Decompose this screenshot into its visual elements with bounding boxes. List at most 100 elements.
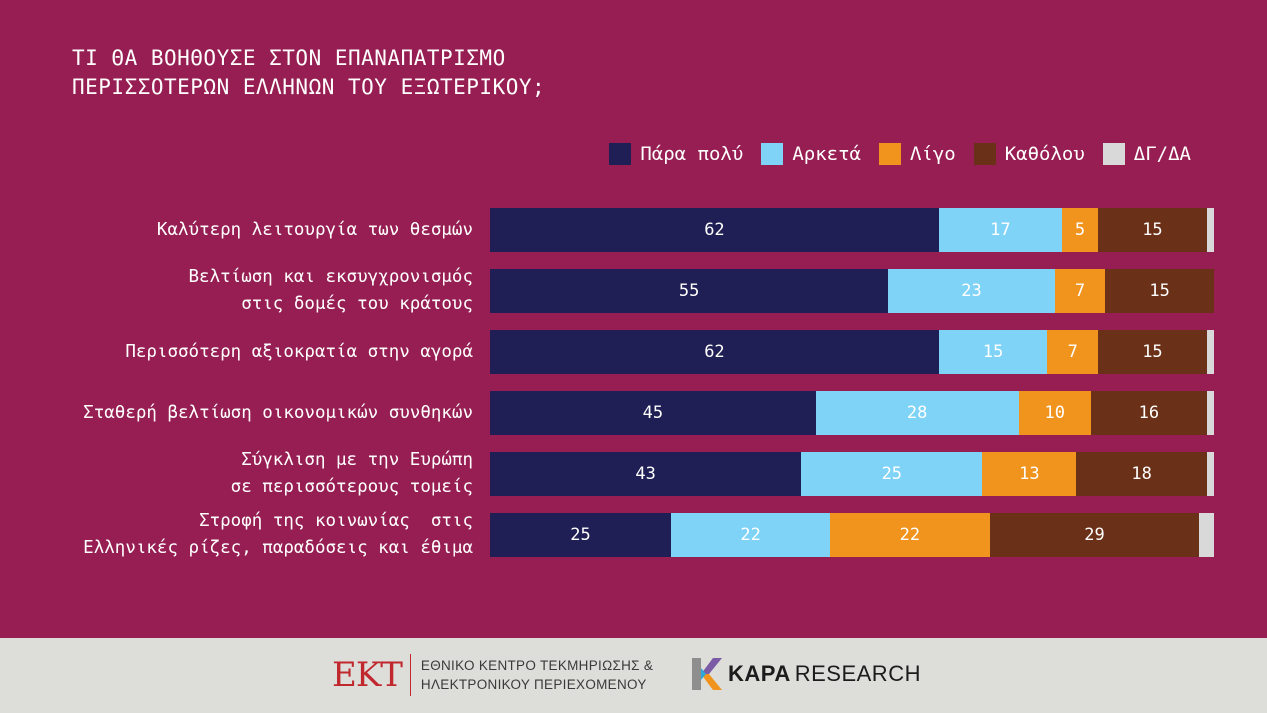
data-label: 10 [1044,403,1065,423]
category-label: Σύγκλιση με την Ευρώπη σε περισσότερους τ… [231,447,473,501]
legend-label: Λίγο [909,143,956,165]
legend-item: Λίγο [878,143,956,165]
data-label: 16 [1138,403,1160,423]
bar-segment: 5 [1061,208,1099,252]
chart-legend: Πάρα πολύ Αρκετά Λίγο Καθόλου ΔΓ/ΔΑ [609,143,1191,165]
category-label: Στροφή της κοινωνίας στις Ελληνικές ρίζες… [83,508,473,562]
data-label: 18 [1131,464,1152,484]
category-label: Περισσότερη αξιοκρατία στην αγορά [125,339,473,366]
stacked-bar: 43 25 13 18 [490,452,1214,496]
legend-swatch [609,143,632,165]
bar-segment: 23 [888,269,1055,313]
bar-segment: 10 [1018,391,1091,435]
category-label-line: Βελτίωση και εκσυγχρονισμός [188,267,473,287]
chart-title-line-1: ΤΙ ΘΑ ΒΟΗΘΟΥΣΕ ΣΤΟΝ ΕΠΑΝΑΠΑΤΡΙΣΜΟ [72,46,506,70]
category-label-line: Περισσότερη αξιοκρατία στην αγορά [125,341,473,362]
bar-segment: 13 [982,452,1077,496]
data-label: 23 [961,281,982,301]
legend-label: Αρκετά [792,143,861,165]
data-label: 7 [1074,281,1086,301]
data-label: 13 [1019,464,1040,484]
data-label: 22 [740,525,761,545]
legend-swatch [973,143,996,165]
category-label-line: σε περισσότερους τομείς [230,477,473,497]
stacked-bar: 62 15 7 15 [490,330,1214,374]
legend-item: ΔΓ/ΔΑ [1102,143,1191,165]
category-label: Καλύτερη λειτουργία των θεσμών [157,217,473,244]
chart-title: ΤΙ ΘΑ ΒΟΗΘΟΥΣΕ ΣΤΟΝ ΕΠΑΝΑΠΑΤΡΙΣΜΟ ΠΕΡΙΣΣ… [72,44,545,102]
bar-segment: 62 [490,330,939,374]
data-label: 62 [704,220,725,240]
bar-segment: 18 [1076,452,1207,496]
data-label: 25 [570,525,591,545]
category-label-line: Ελληνικές ρίζες, παραδόσεις και έθιμα [83,538,473,558]
bar-segment: 29 [989,513,1200,557]
bar-segment: 25 [490,513,671,557]
ekt-logo-line-1: ΕΘΝΙΚΟ ΚΕΝΤΡΟ ΤΕΚΜΗΡΙΩΣΗΣ & [420,658,654,673]
stacked-bar: 25 22 22 29 [490,513,1214,557]
legend-swatch [878,143,901,165]
footer-bar: ΕΚΤ ΕΘΝΙΚΟ ΚΕΝΤΡΟ ΤΕΚΜΗΡΙΩΣΗΣ & ΗΛΕΚΤΡΟΝ… [0,638,1267,713]
bar-segment: 7 [1047,330,1099,374]
data-label: 62 [704,342,725,362]
category-label-line: Σταθερή βελτίωση οικονομικών συνθηκών [83,402,473,423]
category-label-line: στις δομές του κράτους [241,294,473,314]
data-label: 15 [982,342,1004,362]
legend-label: ΔΓ/ΔΑ [1133,143,1191,165]
legend-swatch [1102,143,1125,165]
bar-segment [1199,513,1214,557]
data-label: 7 [1067,342,1078,362]
bar-segment: 22 [830,513,990,557]
ekt-logo-divider [409,654,411,696]
bar-segment: 7 [1054,269,1106,313]
bar-segment: 43 [490,452,802,496]
chart-title-line-2: ΠΕΡΙΣΣΟΤΕΡΩΝ ΕΛΛΗΝΩΝ ΤΟΥ ΕΞΩΤΕΡΙΚΟΥ; [72,75,546,99]
kapa-logo-light-text: RESEARCH [794,661,921,686]
data-label: 25 [881,464,903,484]
data-label: 28 [906,403,928,423]
ekt-logo: ΕΚΤ ΕΘΝΙΚΟ ΚΕΝΤΡΟ ΤΕΚΜΗΡΙΩΣΗΣ & ΗΛΕΚΤΡΟΝ… [332,652,653,698]
category-label: Σταθερή βελτίωση οικονομικών συνθηκών [83,400,473,427]
bar-segment: 22 [671,513,831,557]
data-label: 5 [1074,220,1086,240]
bar-segment: 15 [1105,269,1214,313]
kapa-logo-bold-text: KAPA [728,661,791,686]
ekt-logo-mark: ΕΚΤ [332,655,403,695]
legend-label: Πάρα πολύ [640,143,744,165]
category-label-line: Καλύτερη λειτουργία των θεσμών [156,219,473,240]
data-label: 15 [1142,220,1163,240]
legend-swatch [761,143,784,165]
legend-item: Αρκετά [761,143,861,165]
legend-label: Καθόλου [1004,143,1085,165]
bar-segment [1206,330,1214,374]
bar-segment: 16 [1090,391,1207,435]
category-label-line: Σύγκλιση με την Ευρώπη [241,450,473,470]
bar-segment [1206,208,1214,252]
category-label: Βελτίωση και εκσυγχρονισμός στις δομές το… [189,264,473,318]
bar-segment [1206,452,1214,496]
ekt-logo-line-2: ΗΛΕΚΤΡΟΝΙΚΟΥ ΠΕΡΙΕΧΟΜΕΝΟΥ [420,677,647,692]
bar-segment: 55 [490,269,889,313]
data-label: 15 [1149,281,1170,301]
legend-item: Πάρα πολύ [609,143,743,165]
stacked-bar: 62 17 5 15 [490,208,1214,252]
data-label: 45 [642,403,664,423]
data-label: 15 [1142,342,1163,362]
kapa-k-icon [692,658,722,690]
legend-item: Καθόλου [973,143,1085,165]
bar-segment: 62 [490,208,939,252]
ekt-logo-text: ΕΘΝΙΚΟ ΚΕΝΤΡΟ ΤΕΚΜΗΡΙΩΣΗΣ & ΗΛΕΚΤΡΟΝΙΚΟΥ… [421,656,653,694]
category-label-line: Στροφή της κοινωνίας στις [199,511,473,531]
data-label: 43 [635,464,656,484]
data-label: 29 [1084,525,1105,545]
data-label: 17 [990,220,1011,240]
bar-segment: 45 [490,391,816,435]
bar-segment [1206,391,1214,435]
bar-segment: 15 [938,330,1048,374]
bar-segment: 15 [1098,330,1207,374]
stacked-bar-chart: Καλύτερη λειτουργία των θεσμών 62 17 5 15 Βελ… [83,208,1214,562]
bar-segment: 15 [1098,208,1207,252]
bar-segment: 25 [801,452,983,496]
data-label: 22 [899,525,921,545]
stacked-bar: 55 23 7 15 [490,269,1214,313]
